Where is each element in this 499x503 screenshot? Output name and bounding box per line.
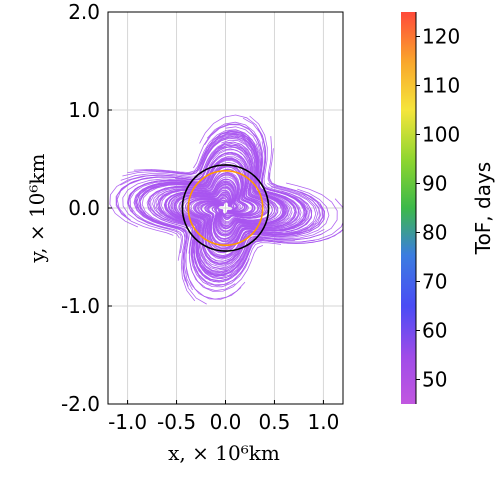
x-tick-label: -0.5	[157, 410, 196, 434]
colorbar-ticks: 50 60 70 80 90 100 110 120	[416, 25, 460, 392]
trajectory-line	[178, 196, 343, 276]
colorbar-tick-label: 100	[422, 123, 460, 147]
colorbar	[401, 12, 416, 404]
y-axis-label: y, × 10⁶km	[25, 153, 49, 263]
y-tick-label: 2.0	[68, 0, 100, 24]
trajectory-line	[122, 134, 282, 226]
trajectory-line	[207, 115, 311, 250]
x-tick-label: 1.0	[308, 410, 340, 434]
trajectory-line	[122, 152, 259, 239]
trajectory-line	[163, 185, 282, 286]
trajectory-line	[176, 130, 288, 232]
colorbar-tick-label: 80	[422, 221, 447, 245]
trajectory-line	[126, 157, 254, 261]
colorbar-tick-label: 110	[422, 74, 460, 98]
y-tick-label: -1.0	[61, 294, 100, 318]
trajectory-line	[147, 173, 246, 300]
y-tick-label: -2.0	[61, 392, 100, 416]
colorbar-tick-label: 120	[422, 25, 460, 49]
trajectory-line	[139, 166, 244, 305]
trajectory-line	[109, 143, 270, 228]
y-axis-ticks: -2.0 -1.0 0.0 1.0 2.0	[61, 0, 112, 416]
orbit-circle	[187, 169, 264, 247]
trajectory-line	[120, 137, 279, 225]
trajectory-line	[161, 176, 240, 282]
orbit-circle	[181, 164, 270, 252]
trajectory-set	[109, 114, 343, 305]
x-tick-label: 0.0	[210, 410, 242, 434]
colorbar-tick-label: 90	[422, 172, 447, 196]
trajectory-line	[136, 164, 246, 302]
trajectory-line	[168, 186, 286, 282]
y-tick-label: 0.0	[68, 196, 100, 220]
x-tick-label: 0.5	[259, 410, 291, 434]
trajectory-line	[167, 181, 243, 276]
reference-circles	[181, 164, 270, 252]
trajectory-line	[127, 131, 284, 228]
colorbar-tick-label: 50	[422, 368, 447, 392]
x-tick-label: -1.0	[108, 410, 147, 434]
y-tick-label: 1.0	[68, 98, 100, 122]
trajectory-line	[193, 123, 296, 237]
x-axis-label: x, × 10⁶km	[168, 441, 280, 465]
colorbar-title: ToF, days	[471, 162, 495, 255]
trajectory-line	[174, 194, 343, 279]
trajectory-line	[120, 144, 273, 223]
colorbar-tick-label: 70	[422, 270, 447, 294]
x-axis-ticks: -1.0 -0.5 0.0 0.5 1.0	[108, 400, 339, 434]
trajectory-line	[190, 144, 278, 229]
trajectory-line	[195, 172, 323, 260]
trajectory-line	[133, 159, 255, 238]
trajectory-line	[198, 148, 324, 259]
trajectory-line	[133, 129, 287, 229]
trajectory-line	[205, 127, 308, 249]
trajectory-line	[165, 179, 238, 277]
trajectory-line	[115, 148, 263, 236]
colorbar-tick-label: 60	[422, 319, 447, 343]
trajectory-line	[186, 182, 338, 270]
trajectory-line	[199, 114, 304, 243]
trajectory-line	[171, 190, 315, 278]
